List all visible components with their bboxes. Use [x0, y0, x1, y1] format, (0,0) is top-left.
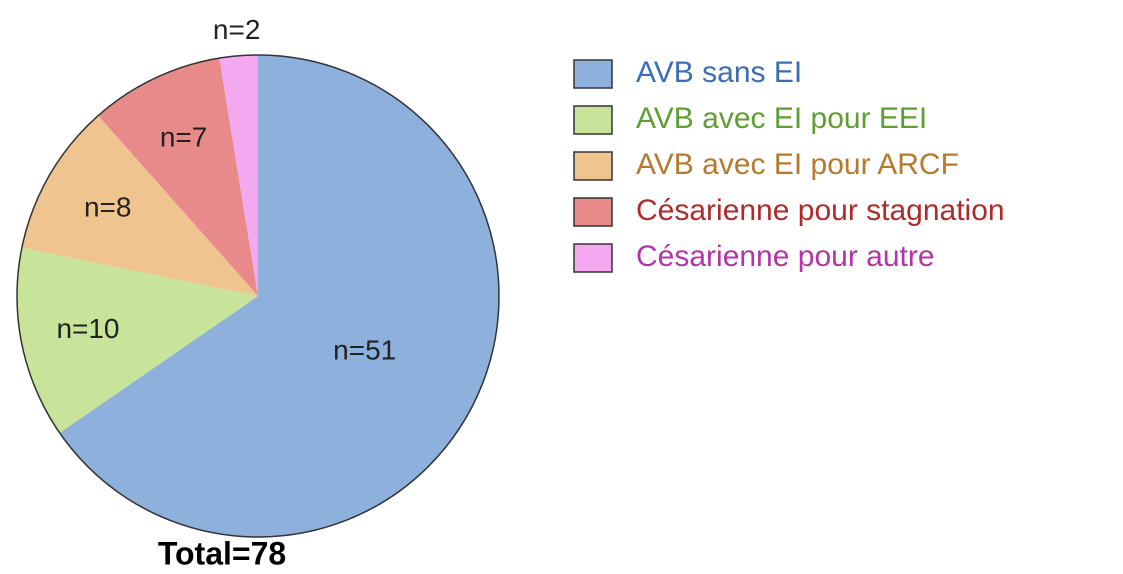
value-label: n=10 — [56, 313, 119, 344]
value-label: n=2 — [213, 14, 261, 45]
legend-label: Césarienne pour stagnation — [636, 194, 1005, 227]
pie-outline — [16, 54, 500, 538]
pie-slice — [59, 55, 499, 537]
legend-swatch — [573, 105, 613, 135]
legend-swatch — [573, 59, 613, 89]
pie-slice — [219, 55, 258, 296]
pie-slice — [98, 58, 258, 297]
legend-label: AVB avec EI pour ARCF — [636, 148, 959, 181]
legend-label: AVB sans EI — [636, 56, 802, 89]
legend-swatch — [573, 243, 613, 273]
legend-swatch — [573, 151, 613, 181]
pie-slice — [21, 115, 258, 296]
legend-label: Césarienne pour autre — [636, 240, 935, 273]
value-label: n=8 — [84, 192, 132, 223]
value-label: n=7 — [160, 122, 208, 153]
pie-slice — [16, 247, 258, 433]
legend-swatch — [573, 197, 613, 227]
legend-label: AVB avec EI pour EEI — [636, 102, 927, 135]
total-annotation: Total=78 — [158, 535, 286, 571]
value-label: n=51 — [333, 334, 396, 365]
